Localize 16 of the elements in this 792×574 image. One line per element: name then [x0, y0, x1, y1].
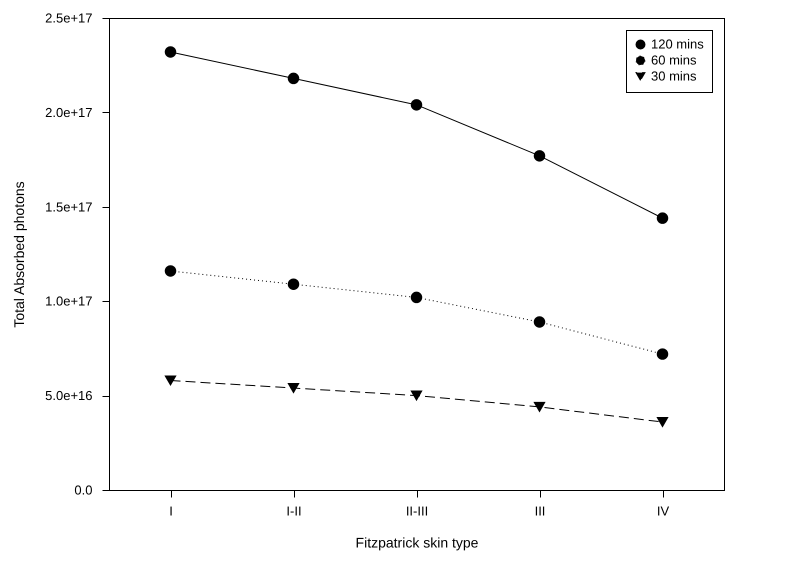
y-tick-label: 0.0: [74, 482, 92, 498]
y-tick-label: 1.0e+17: [45, 294, 92, 309]
x-tick-label: IV: [656, 504, 670, 518]
y-axis-title: Total Absorbed photons: [11, 181, 28, 328]
legend-label: 30 mins: [651, 68, 698, 84]
x-tick-label: I: [169, 504, 173, 518]
x-axis-title: Fitzpatrick skin type: [356, 534, 479, 550]
x-tick-label: II-III: [406, 504, 428, 518]
y-tick-label: 2.5e+17: [45, 10, 92, 26]
y-tick-label: 5.0e+16: [45, 388, 92, 404]
legend-label: 120 mins: [651, 36, 704, 52]
y-tick-label: 1.5e+17: [45, 199, 92, 214]
x-tick-label: III: [534, 504, 546, 518]
legend-label: 60 mins: [651, 52, 698, 68]
y-tick-label: 2.0e+17: [45, 104, 92, 120]
x-tick-label: I-II: [286, 504, 302, 518]
